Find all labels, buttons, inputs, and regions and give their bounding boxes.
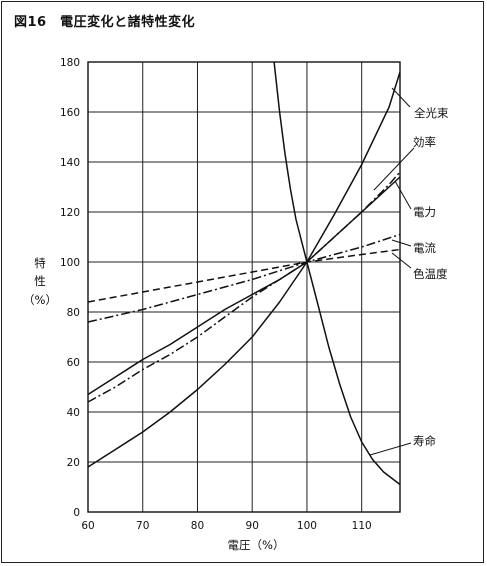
y-tick-label-140: 140 xyxy=(60,157,80,169)
plot-border xyxy=(87,61,401,513)
series-lines xyxy=(87,61,401,486)
series-label-5: 色温度 xyxy=(413,267,448,281)
series-leader-4 xyxy=(391,239,412,247)
series-label-2: 効率 xyxy=(413,135,436,149)
x-tick-label-90: 90 xyxy=(246,520,259,532)
series-leader-3 xyxy=(394,180,412,210)
series-label-1: 全光束 xyxy=(414,106,449,120)
y-axis-label-2: 性 xyxy=(34,274,46,288)
tick-labels: 60 70 80 90 100 110 0 20 40 60 80 100 120 140 160 180 xyxy=(60,57,372,532)
x-tick-label-110: 110 xyxy=(352,520,372,532)
series-line-1 xyxy=(87,71,401,468)
x-tick-label-80: 80 xyxy=(191,520,204,532)
series-leader-6 xyxy=(369,442,412,456)
x-axis-label: 電圧（%） xyxy=(228,538,285,552)
series-label-6: 寿命 xyxy=(413,434,436,448)
series-line-5 xyxy=(87,248,401,303)
y-tick-label-120: 120 xyxy=(60,207,80,219)
series-leader-2 xyxy=(373,147,415,191)
series-label-3: 電力 xyxy=(413,205,436,219)
series-leader-1 xyxy=(391,87,411,108)
y-tick-label-160: 160 xyxy=(60,107,80,119)
series-line-2 xyxy=(87,176,401,396)
y-tick-label-60: 60 xyxy=(67,357,80,369)
grid-lines xyxy=(87,61,400,513)
y-axis-label-3: （%） xyxy=(23,293,57,307)
y-axis-label-1: 特 xyxy=(34,256,46,270)
series-line-4 xyxy=(87,233,401,323)
y-tick-label-180: 180 xyxy=(60,57,80,69)
y-tick-label-100: 100 xyxy=(60,257,80,269)
x-tick-label-60: 60 xyxy=(81,520,94,532)
y-tick-label-0: 0 xyxy=(73,507,80,519)
series-line-6 xyxy=(273,61,401,486)
y-tick-label-40: 40 xyxy=(67,407,80,419)
series-line-3 xyxy=(87,171,401,403)
figure-title: 図16 電圧変化と諸特性変化 xyxy=(14,15,196,30)
y-tick-label-80: 80 xyxy=(67,307,80,319)
x-tick-label-100: 100 xyxy=(297,520,317,532)
series-leader-5 xyxy=(391,252,412,269)
series-label-4: 電流 xyxy=(413,241,436,255)
y-tick-label-20: 20 xyxy=(67,457,80,469)
x-tick-label-70: 70 xyxy=(136,520,149,532)
